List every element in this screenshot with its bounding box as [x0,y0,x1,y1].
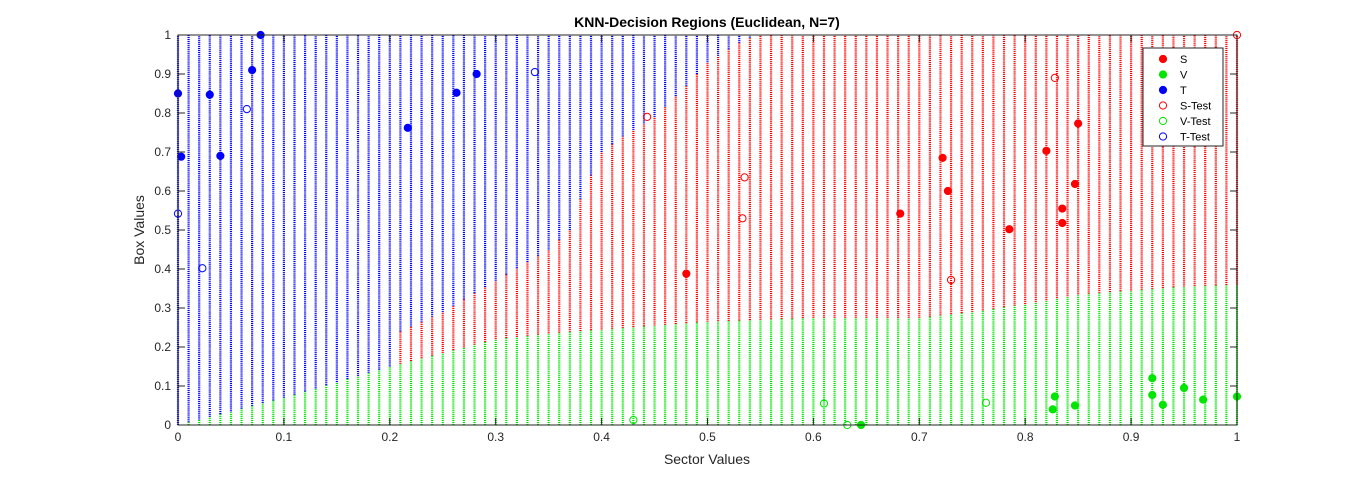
point-t [177,152,186,161]
data-points [173,30,1242,430]
point-s-test [738,214,747,223]
y-tick-label: 0 [164,418,171,432]
point-v-test [819,399,829,408]
legend-entry: T-Test [1180,132,1210,144]
y-tick-label: 0.1 [154,379,171,393]
legend-entry: V-Test [1180,116,1211,128]
legend-marker [1158,101,1168,110]
x-tick-label: 0.7 [911,430,928,444]
point-s [1074,119,1083,128]
legend-marker [1158,116,1168,126]
legend-box [1142,47,1224,147]
x-tick-label: 0.5 [699,430,716,444]
point-v-test [981,398,991,407]
point-s-test [946,275,956,285]
legend-entry: V [1180,70,1188,82]
point-s-test [740,173,749,182]
point-t [248,66,257,75]
legend-entry: S [1180,54,1187,66]
point-s [1058,204,1067,213]
x-tick-label: 0.3 [487,430,504,444]
legend-marker [1158,54,1168,64]
point-v [1158,400,1167,409]
x-tick-label: 0.1 [276,430,293,444]
legend: SVT S-Test V-Test T-Test [1142,47,1224,147]
point-t [403,123,412,132]
point-s-test [1050,73,1059,83]
point-v [1148,390,1157,400]
point-v [1050,392,1059,401]
legend-marker [1158,132,1168,141]
x-axis-label: Sector Values [664,451,750,467]
point-s [1005,225,1014,234]
y-tick-label: 0.9 [154,67,171,81]
y-tick-label: 0.5 [154,223,171,237]
x-tick-label: 0.4 [593,430,610,444]
point-v [1070,401,1080,410]
point-s [682,269,691,278]
point-s [1070,179,1080,189]
legend-marker [1158,85,1168,95]
y-tick-label: 0.6 [154,184,171,198]
point-s [1058,218,1067,228]
point-v [1048,405,1057,414]
chart-title: KNN-Decision Regions (Euclidean, N=7) [574,14,840,30]
point-t-test [198,264,207,273]
axis-ticks: 0 0.1 0.2 0.3 0.4 0.5 0.6 0.7 0.8 0.9 1 0 0.1 0.2 0.3 0… [154,28,1240,444]
decision-regions [176,35,1239,425]
legend-entry: T [1180,85,1187,97]
y-tick-label: 1 [164,28,171,42]
point-t [216,151,225,160]
y-tick-label: 0.7 [154,145,171,159]
y-axis-label: Box Values [131,195,147,265]
point-v [1148,374,1157,383]
point-v [1199,395,1208,404]
point-s [896,209,905,218]
y-tick-label: 0.2 [154,340,171,354]
y-tick-label: 0.3 [154,301,171,315]
x-tick-label: 0.8 [1017,430,1034,444]
point-t-test [242,105,251,114]
point-s [1042,146,1051,155]
point-v [1179,383,1189,393]
x-tick-label: 0.6 [805,430,822,444]
point-v-test [629,415,638,425]
y-tick-label: 0.8 [154,106,171,120]
legend-entry: S-Test [1180,101,1211,113]
x-tick-label: 0 [175,430,182,444]
point-t-test [530,67,539,77]
point-s [938,153,947,162]
point-s-test [643,112,652,122]
y-tick-label: 0.4 [154,262,171,276]
point-t [205,90,214,99]
x-tick-label: 0.9 [1123,430,1140,444]
x-tick-label: 1 [1234,430,1241,444]
x-tick-label: 0.2 [381,430,398,444]
point-t [472,69,481,79]
legend-marker [1158,70,1168,79]
point-s [943,186,952,196]
point-t [452,88,461,97]
